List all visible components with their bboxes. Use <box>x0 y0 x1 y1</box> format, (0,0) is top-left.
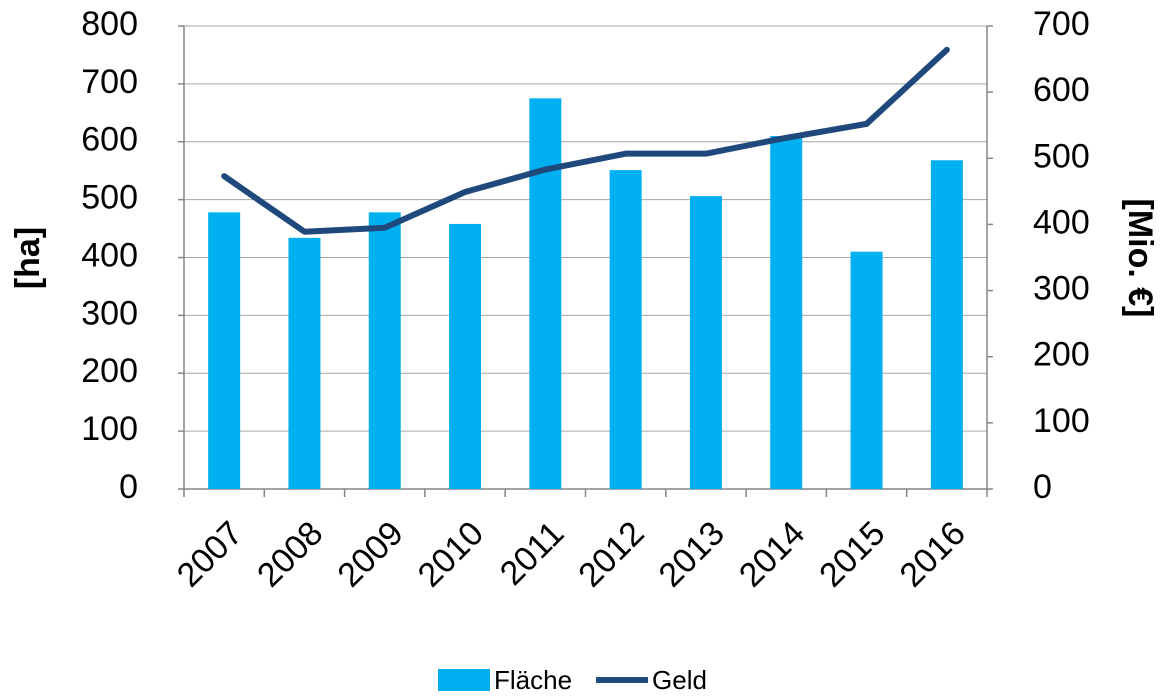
bar <box>529 98 562 489</box>
bar <box>850 251 883 489</box>
y2-tick-label: 400 <box>1033 203 1090 241</box>
x-tick-label: 2009 <box>330 514 410 594</box>
bar <box>288 237 321 489</box>
legend-label: Fläche <box>494 665 572 695</box>
bar <box>449 223 482 489</box>
x-tick-label: 2016 <box>893 514 973 594</box>
y-tick-label: 400 <box>81 236 138 274</box>
x-tick-label: 2011 <box>493 514 572 593</box>
y-tick-label: 600 <box>81 121 138 159</box>
x-tick-label: 2013 <box>652 514 732 594</box>
y2-tick-label: 600 <box>1033 71 1090 109</box>
y2-tick-label: 500 <box>1033 137 1090 175</box>
x-tick-label: 2008 <box>250 514 330 594</box>
y-tick-label: 200 <box>81 352 138 390</box>
x-tick-label: 2007 <box>170 514 250 594</box>
y-tick-label: 700 <box>81 63 138 101</box>
y-tick-label: 500 <box>81 179 138 217</box>
y2-tick-label: 700 <box>1033 5 1090 43</box>
y2-tick-label: 0 <box>1033 468 1052 506</box>
line <box>221 46 950 235</box>
y2-axis-label: [Mio. €] <box>1121 199 1159 318</box>
y-axis-label: [ha] <box>9 227 47 289</box>
legend-label: Geld <box>652 665 707 695</box>
legend-swatch <box>438 669 490 691</box>
bar <box>609 170 642 489</box>
y2-tick-label: 200 <box>1033 336 1090 374</box>
y-tick-label: 300 <box>81 294 138 332</box>
y-tick-label: 800 <box>81 5 138 43</box>
x-tick-label: 2014 <box>732 514 812 594</box>
x-tick-label: 2012 <box>571 514 651 594</box>
y2-tick-label: 100 <box>1033 402 1090 440</box>
bar <box>208 212 241 490</box>
y-tick-label: 0 <box>119 468 138 506</box>
bar <box>368 212 401 490</box>
x-tick-label: 2010 <box>411 514 491 594</box>
x-tick-label: 2015 <box>812 514 892 594</box>
y2-tick-label: 300 <box>1033 270 1090 308</box>
bar <box>689 196 722 489</box>
bar <box>930 160 963 489</box>
bar <box>770 135 803 489</box>
y-tick-label: 100 <box>81 410 138 448</box>
